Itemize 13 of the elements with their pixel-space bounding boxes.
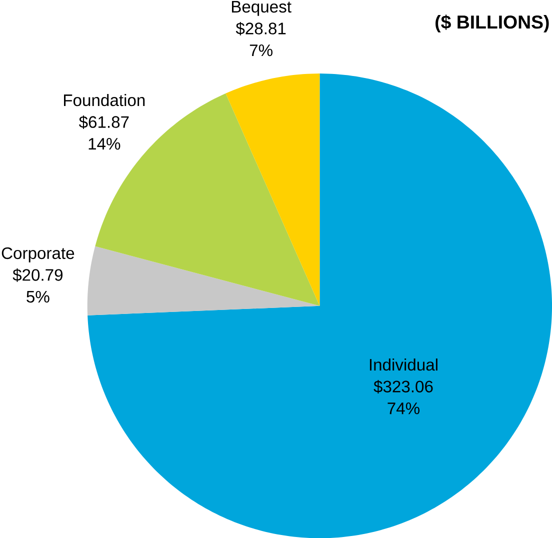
slice-label: Bequest [232, 0, 292, 16]
data-label: $28.81 [236, 22, 286, 36]
text: 14% [88, 138, 120, 150]
text: 74% [388, 402, 420, 414]
data-label: $61.87 [78, 115, 129, 129]
text: ($ BILLIONS) [436, 14, 549, 32]
text: 5% [26, 290, 50, 303]
data-label: $323.06 [374, 380, 433, 394]
slice-label: Corporate [2, 247, 74, 262]
data-label: $20.79 [12, 268, 63, 282]
text: 7% [250, 44, 272, 56]
slice-label: Foundation [64, 94, 145, 106]
slice-label: Individual [370, 358, 438, 371]
